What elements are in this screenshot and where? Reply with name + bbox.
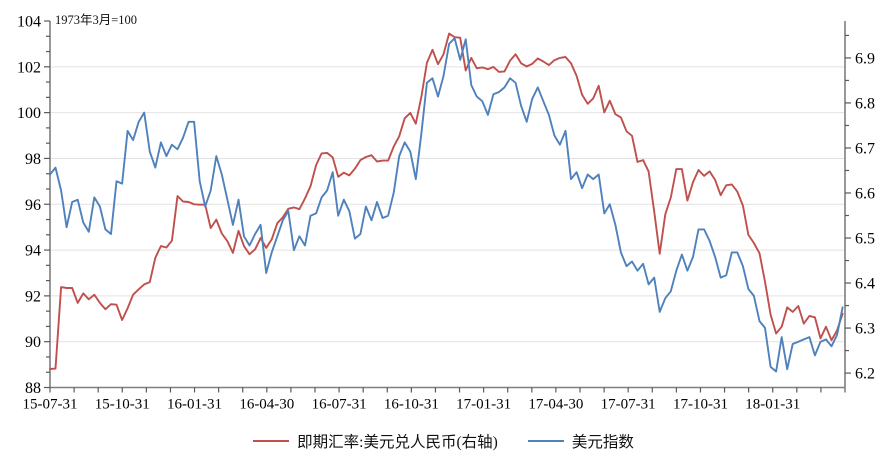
legend-label-dxy: 美元指数	[571, 434, 634, 451]
legend-item-dxy: 美元指数	[527, 430, 634, 452]
x-axis-tick-label: 17-01-31	[456, 397, 511, 413]
series-line-dxy	[49, 37, 844, 373]
x-axis-tick-label: 17-10-31	[673, 397, 728, 413]
right-axis-tick-label: 6.9	[855, 50, 875, 67]
x-axis-tick-label: 15-07-31	[23, 397, 78, 413]
left-axis-tick-label: 92	[25, 288, 41, 305]
series-line-usdcny	[49, 32, 844, 370]
x-axis-tick-label: 17-07-31	[601, 397, 656, 413]
x-axis-tick-label: 18-01-31	[745, 397, 800, 413]
legend-line-red-icon	[253, 439, 290, 443]
right-axis-tick-label: 6.8	[855, 95, 875, 112]
left-axis-tick-label: 96	[25, 197, 41, 214]
index-base-note: 1973年3月=100	[55, 13, 138, 27]
right-axis-tick-label: 6.6	[855, 185, 875, 202]
legend: 即期汇率:美元兑人民币(右轴) 美元指数	[0, 430, 887, 452]
left-axis-tick-label: 104	[17, 14, 41, 31]
left-axis-tick-label: 98	[25, 151, 41, 168]
left-axis-tick-label: 90	[25, 334, 41, 351]
left-axis-tick-label: 102	[17, 59, 41, 76]
left-axis-tick-label: 94	[25, 243, 41, 260]
x-axis-tick-label: 16-10-31	[384, 397, 439, 413]
left-axis-tick-label: 100	[17, 105, 41, 122]
x-axis-tick-label: 16-01-31	[167, 397, 222, 413]
legend-label-usdcny: 即期汇率:美元兑人民币(右轴)	[297, 434, 498, 451]
right-axis-tick-label: 6.2	[855, 366, 875, 383]
legend-line-blue-icon	[527, 439, 564, 443]
right-axis-tick-label: 6.3	[855, 321, 875, 338]
x-axis-tick-label: 15-10-31	[95, 397, 150, 413]
right-axis-tick-label: 6.4	[855, 276, 875, 293]
right-axis-tick-label: 6.7	[855, 140, 875, 157]
legend-item-usdcny: 即期汇率:美元兑人民币(右轴)	[253, 430, 498, 452]
x-axis-tick-label: 17-04-30	[528, 397, 583, 413]
right-axis-tick-label: 6.5	[855, 231, 875, 248]
left-axis-tick-label: 88	[25, 380, 41, 397]
x-axis-tick-label: 16-04-30	[239, 397, 294, 413]
x-axis-tick-label: 16-07-31	[312, 397, 367, 413]
